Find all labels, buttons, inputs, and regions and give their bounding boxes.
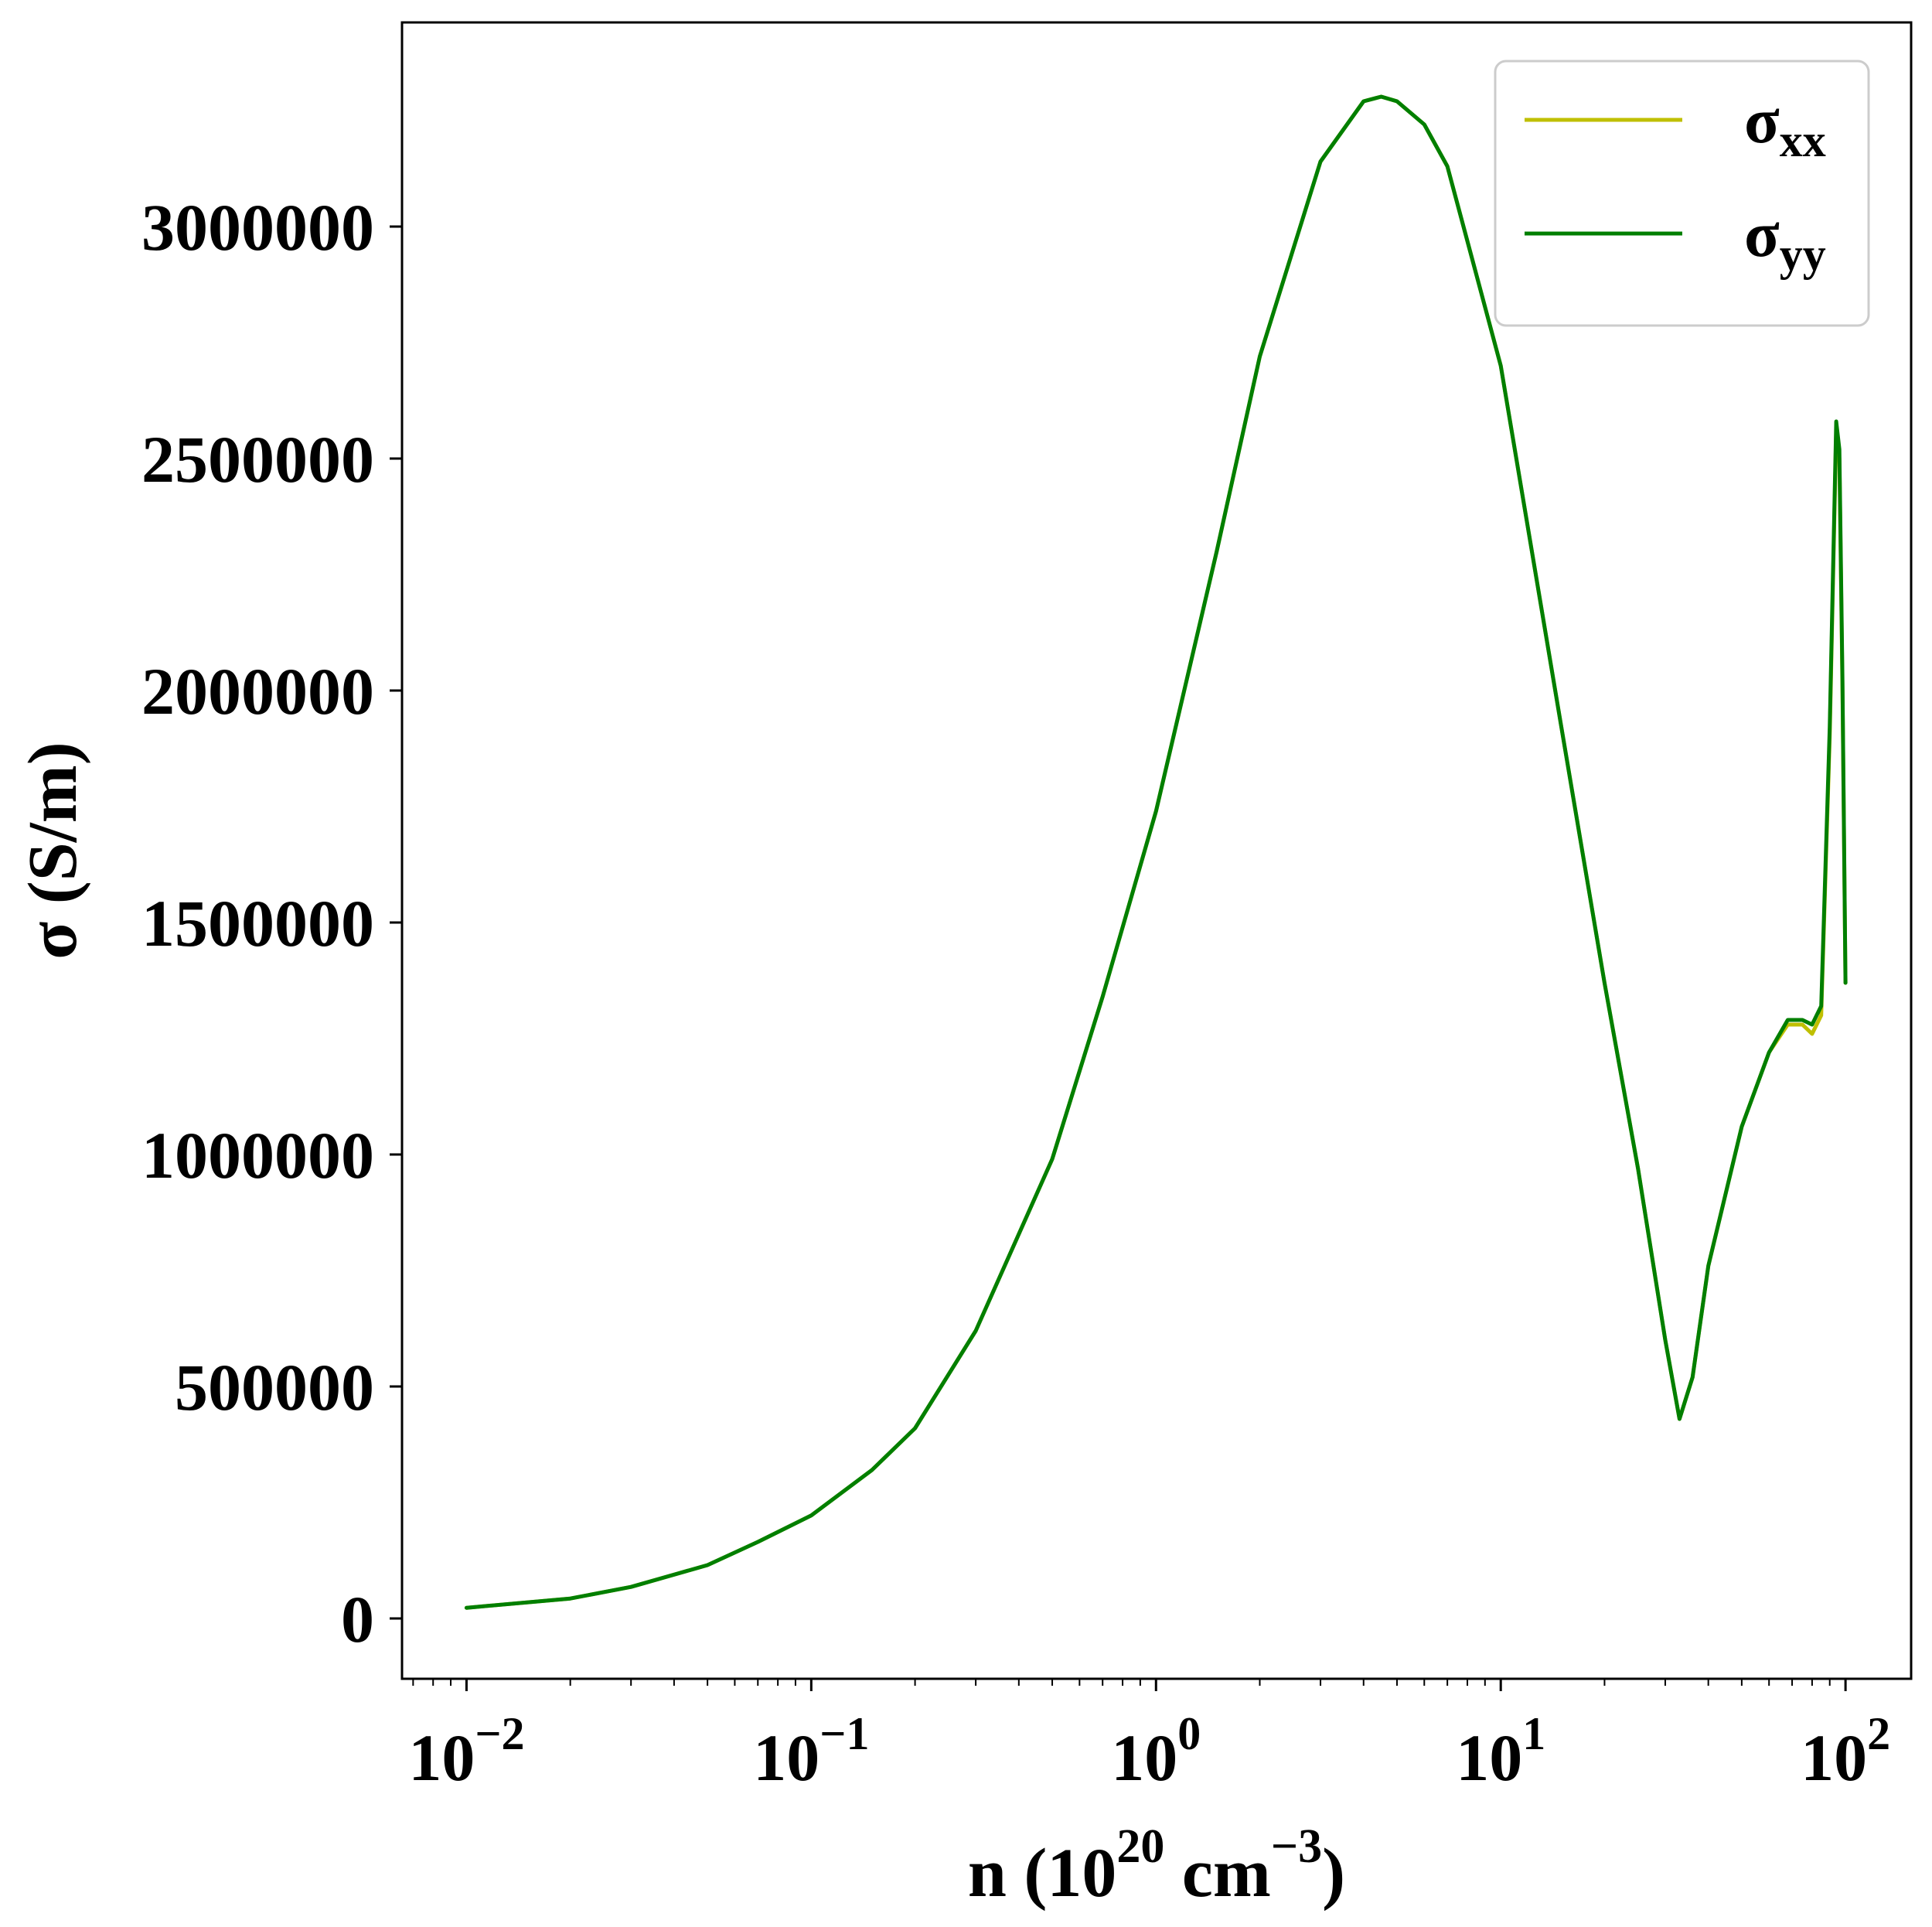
x-tick-label: 100 [1111,1708,1201,1795]
legend-label-sigma-xx: σxx [1744,85,1826,166]
x-axis-label: n (1020 cm−3) [968,1820,1345,1912]
y-axis-label: σ (S/m) [15,742,91,959]
legend-frame [1494,60,1870,327]
legend: σxx σyy [1494,60,1870,327]
x-tick-label: 10−2 [408,1708,524,1795]
y-tick-label: 1000000 [141,1118,374,1192]
x-tick-label: 101 [1456,1708,1545,1795]
x-axis-ticks: 10−2 10−1 100 101 102 [408,1679,1890,1795]
series-layer [464,94,1848,1610]
legend-label-sigma-yy: σyy [1744,199,1826,280]
series-line-sigma-yy [464,94,1848,1610]
y-tick-label: 2000000 [141,654,374,728]
y-tick-label: 3000000 [141,190,374,264]
x-tick-label: 10−1 [753,1708,869,1795]
x-tick-label: 102 [1801,1708,1890,1795]
y-tick-label: 0 [341,1582,374,1656]
y-tick-label: 1500000 [141,886,374,960]
y-tick-label: 2500000 [141,422,374,496]
y-axis-ticks: 0 500000 1000000 1500000 2000000 2500000 30000… [141,190,402,1656]
y-tick-label: 500000 [175,1350,374,1424]
